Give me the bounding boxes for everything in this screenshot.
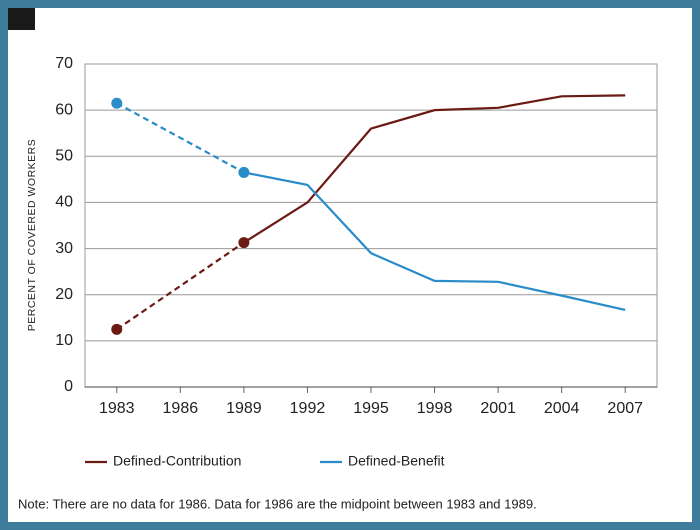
x-tick-label: 2007 bbox=[607, 400, 643, 417]
y-tick-label: 70 bbox=[55, 55, 73, 72]
y-tick-label: 50 bbox=[55, 148, 73, 165]
y-tick-label: 30 bbox=[55, 240, 73, 257]
x-tick-label: 2001 bbox=[480, 400, 516, 417]
marker bbox=[238, 166, 250, 178]
y-tick-label: 10 bbox=[55, 332, 73, 349]
x-tick-label: 1995 bbox=[353, 400, 389, 417]
line bbox=[243, 171, 626, 312]
panel bbox=[8, 8, 692, 522]
x-tick-label: 1998 bbox=[417, 400, 453, 417]
y-tick-label: 40 bbox=[55, 194, 73, 211]
x-tick-label: 1992 bbox=[290, 400, 326, 417]
y-tick-label: 60 bbox=[55, 101, 73, 118]
marker bbox=[111, 97, 123, 109]
x-tick-label: 1983 bbox=[99, 400, 135, 417]
marker bbox=[238, 237, 250, 249]
corner-block bbox=[8, 8, 35, 30]
y-axis-label: PERCENT OF COVERED WORKERS bbox=[26, 139, 38, 332]
marker bbox=[111, 323, 123, 335]
x-tick-label: 1989 bbox=[226, 400, 262, 417]
note: Note: There are no data for 1986. Data f… bbox=[18, 496, 537, 511]
y-tick-label: 0 bbox=[64, 378, 73, 395]
x-tick-label: 1986 bbox=[163, 400, 199, 417]
dashed-segment bbox=[116, 241, 245, 331]
x-tick-label: 2004 bbox=[544, 400, 580, 417]
legend-label: Defined-Contribution bbox=[113, 453, 241, 469]
y-tick-label: 20 bbox=[55, 286, 73, 303]
legend-label: Defined-Benefit bbox=[348, 453, 445, 469]
line bbox=[243, 94, 626, 244]
dashed-segment bbox=[116, 102, 245, 174]
